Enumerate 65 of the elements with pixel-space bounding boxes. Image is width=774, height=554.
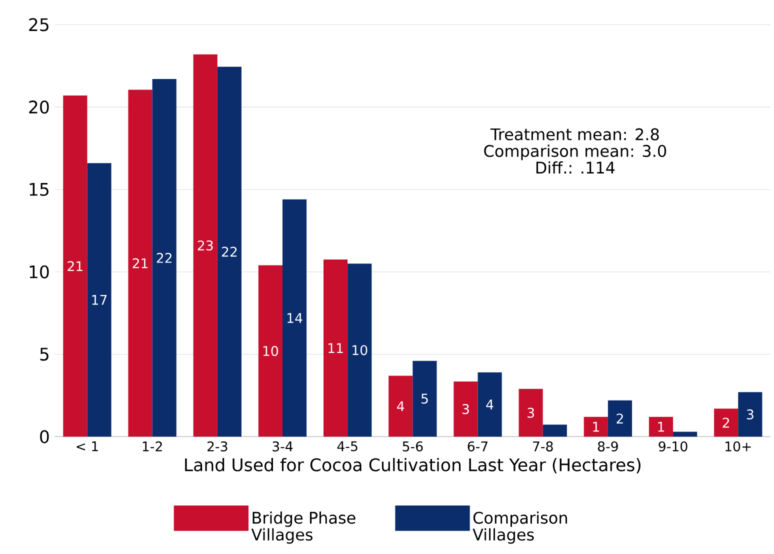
data-label: 2 [616,414,623,424]
data-label: 10 [352,345,368,356]
data-label: 21 [68,261,82,272]
data-label: 2 [722,418,729,428]
data-label: 3 [528,408,534,418]
bar [518,388,543,437]
x-tick-label: 5-6 [402,441,423,452]
bar [584,416,608,437]
bar [412,360,437,437]
bar [673,432,698,437]
data-label: 1 [593,422,599,432]
y-tick-label: 25 [29,18,48,32]
x-tick-label: 7-8 [533,441,553,452]
bar [542,424,567,437]
y-tick-label: 10 [30,265,49,278]
data-label: 22 [222,246,237,257]
data-label: 4 [486,400,494,410]
data-label: 17 [92,295,107,305]
x-tick-label: 2-3 [207,441,228,452]
annotation: Diff.: .114 [536,161,615,174]
bar [648,416,674,437]
y-tick-label: 20 [29,100,49,114]
bar [348,264,372,437]
bar [193,54,218,437]
data-label: 3 [462,404,469,414]
y-tick-label: 15 [30,183,48,196]
data-label: 11 [328,343,343,353]
data-label: 3 [746,409,754,420]
x-tick-label: 9-10 [658,441,688,452]
x-tick-label: 6-7 [468,441,488,452]
bar [323,260,348,437]
x-axis-title: Land Used for Cocoa Cultivation Last Year (Hectares) [185,458,640,474]
data-label: 23 [198,240,213,251]
bar [608,400,632,437]
y-tick-label: 0 [40,430,49,444]
bar [714,408,738,437]
bar [217,66,242,437]
x-tick-label: 10+ [726,441,751,452]
x-tick-label: 8-9 [598,441,618,452]
data-label: 22 [156,252,172,263]
y-tick-label: 5 [40,348,48,361]
x-tick-label: 4-5 [337,441,358,452]
bar [388,376,413,437]
bar [478,372,502,437]
data-label: 5 [421,394,428,404]
bar [128,90,152,437]
bar [282,199,307,437]
data-label: 4 [397,401,404,412]
x-tick-label: 3-4 [272,441,293,452]
bar [258,265,282,437]
bar [63,96,88,437]
data-label: 10 [263,346,278,356]
data-label: 1 [658,422,664,432]
annotation: Treatment mean: 2.8 [490,128,659,140]
bar [738,392,762,437]
data-label: 21 [132,258,148,268]
legend-label: Bridge Phase Villages [251,511,356,544]
bar [454,381,478,437]
x-tick-label: < 1 [76,441,98,452]
data-label: 14 [288,313,302,323]
legend-label: Comparison Villages [472,511,567,544]
x-tick-label: 1-2 [142,441,162,452]
bar [152,79,176,437]
annotation: Comparison mean: 3.0 [484,144,666,160]
bar [87,163,112,437]
